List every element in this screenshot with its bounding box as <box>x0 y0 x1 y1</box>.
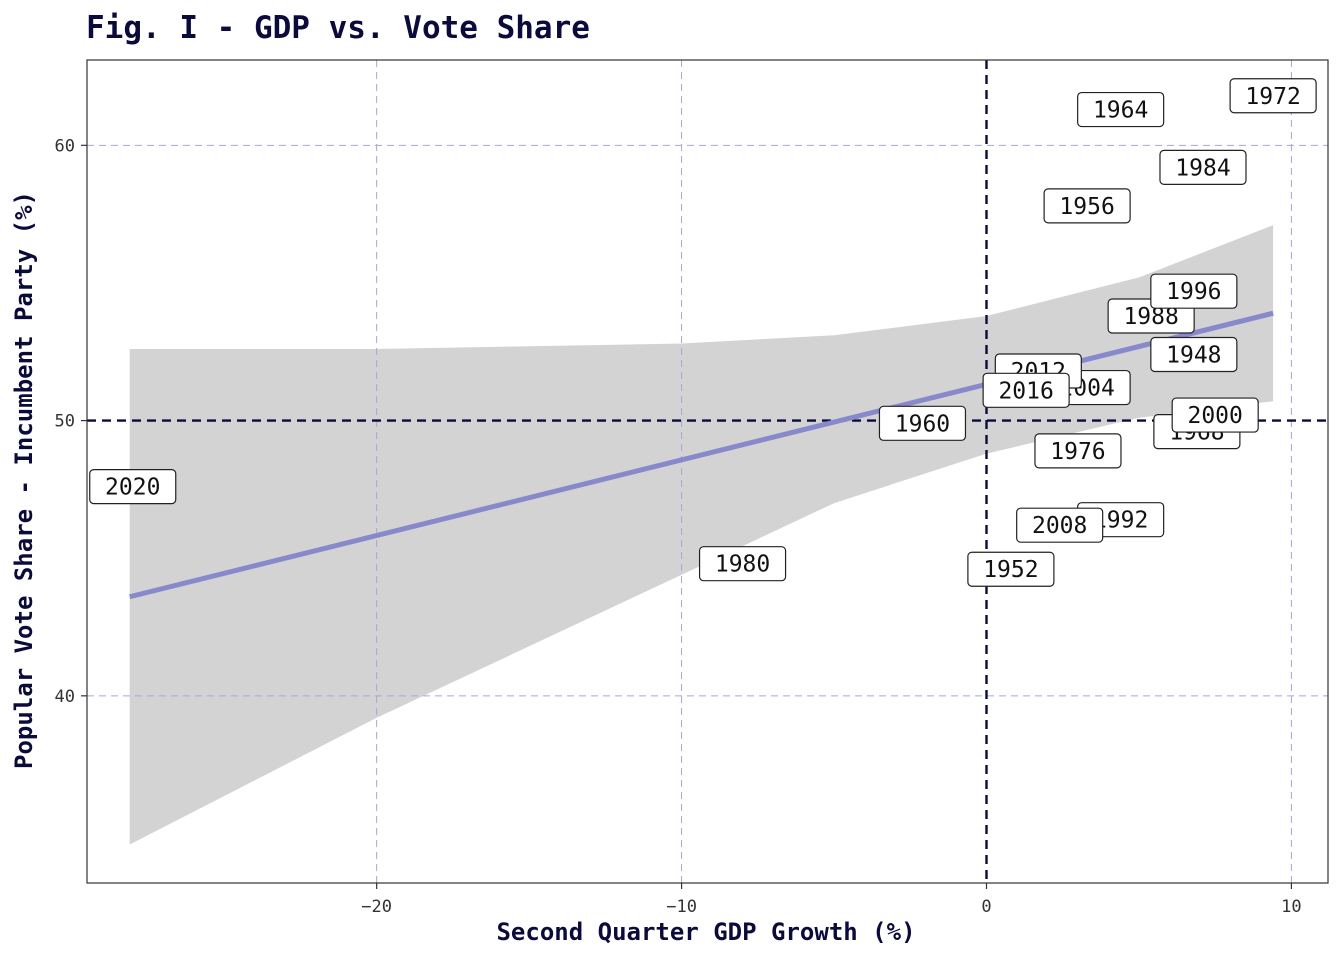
y-tick-label-2: 60 <box>55 136 75 156</box>
point-label-text: 1972 <box>1245 84 1300 110</box>
point-label-1984: 1984 <box>1159 149 1247 185</box>
plot-frame <box>86 59 1329 884</box>
point-label-1996: 1996 <box>1150 273 1238 309</box>
point-label-1948: 1948 <box>1150 336 1238 373</box>
point-label-1956: 1956 <box>1043 188 1131 224</box>
point-label-text: 1960 <box>895 411 950 437</box>
x-tick-label-0: −20 <box>361 897 392 917</box>
x-tick-label-3: 10 <box>1281 897 1301 917</box>
point-label-text: 2000 <box>1187 403 1242 429</box>
point-label-2008: 2008 <box>1016 507 1104 543</box>
point-label-text: 2016 <box>998 378 1053 404</box>
point-label-box <box>1150 336 1238 373</box>
point-labels-layer: 1948195219561960196419681972197619801984… <box>89 78 1317 587</box>
point-label-1964: 1964 <box>1077 91 1165 128</box>
point-label-text: 1996 <box>1166 279 1221 305</box>
point-label-text: 1980 <box>715 552 770 578</box>
point-label-1976: 1976 <box>1034 433 1122 469</box>
point-label-box <box>1150 273 1238 309</box>
point-label-box <box>1077 91 1165 128</box>
point-label-box <box>1229 78 1317 114</box>
y-tick-label-1: 50 <box>55 412 75 432</box>
chart-title: Fig. I - GDP vs. Vote Share <box>86 10 590 46</box>
point-label-box <box>698 546 787 582</box>
point-label-box <box>89 469 177 505</box>
point-label-box <box>1043 188 1131 224</box>
regression-line <box>129 310 1274 600</box>
point-label-2000: 2000 <box>1171 397 1259 433</box>
y-axis-title: Popular Vote Share - Incumbent Party (%) <box>10 191 38 769</box>
point-label-box <box>967 551 1055 587</box>
point-label-2016: 2016 <box>982 372 1070 408</box>
point-label-1972: 1972 <box>1229 78 1317 114</box>
point-label-text: 1956 <box>1059 194 1114 220</box>
point-label-1980: 1980 <box>698 546 787 582</box>
point-label-box <box>1034 433 1122 469</box>
grid-layer <box>87 60 1328 883</box>
x-tick-label-1: −10 <box>666 897 697 917</box>
point-label-1960: 1960 <box>878 405 967 441</box>
point-label-box <box>982 372 1070 408</box>
ticks-layer: −20 −10 0 10 40 50 60 <box>55 136 1302 917</box>
point-label-box <box>878 405 967 441</box>
point-label-box <box>1171 397 1259 433</box>
point-label-text: 1976 <box>1050 439 1105 465</box>
y-tick-label-0: 40 <box>55 687 75 707</box>
point-label-1952: 1952 <box>967 551 1055 587</box>
point-label-2020: 2020 <box>89 469 177 505</box>
point-label-text: 1984 <box>1175 155 1230 181</box>
point-label-text: 1952 <box>983 557 1038 583</box>
fit-line-layer <box>129 310 1274 600</box>
point-label-box <box>1159 149 1247 185</box>
x-axis-title: Second Quarter GDP Growth (%) <box>496 918 915 946</box>
point-label-text: 2008 <box>1032 513 1087 539</box>
reference-lines-layer <box>87 60 1328 883</box>
point-label-text: 2020 <box>105 475 160 501</box>
point-label-text: 1948 <box>1166 343 1221 369</box>
point-label-box <box>1016 507 1104 543</box>
x-tick-label-2: 0 <box>981 897 991 917</box>
point-label-text: 1964 <box>1093 98 1148 124</box>
